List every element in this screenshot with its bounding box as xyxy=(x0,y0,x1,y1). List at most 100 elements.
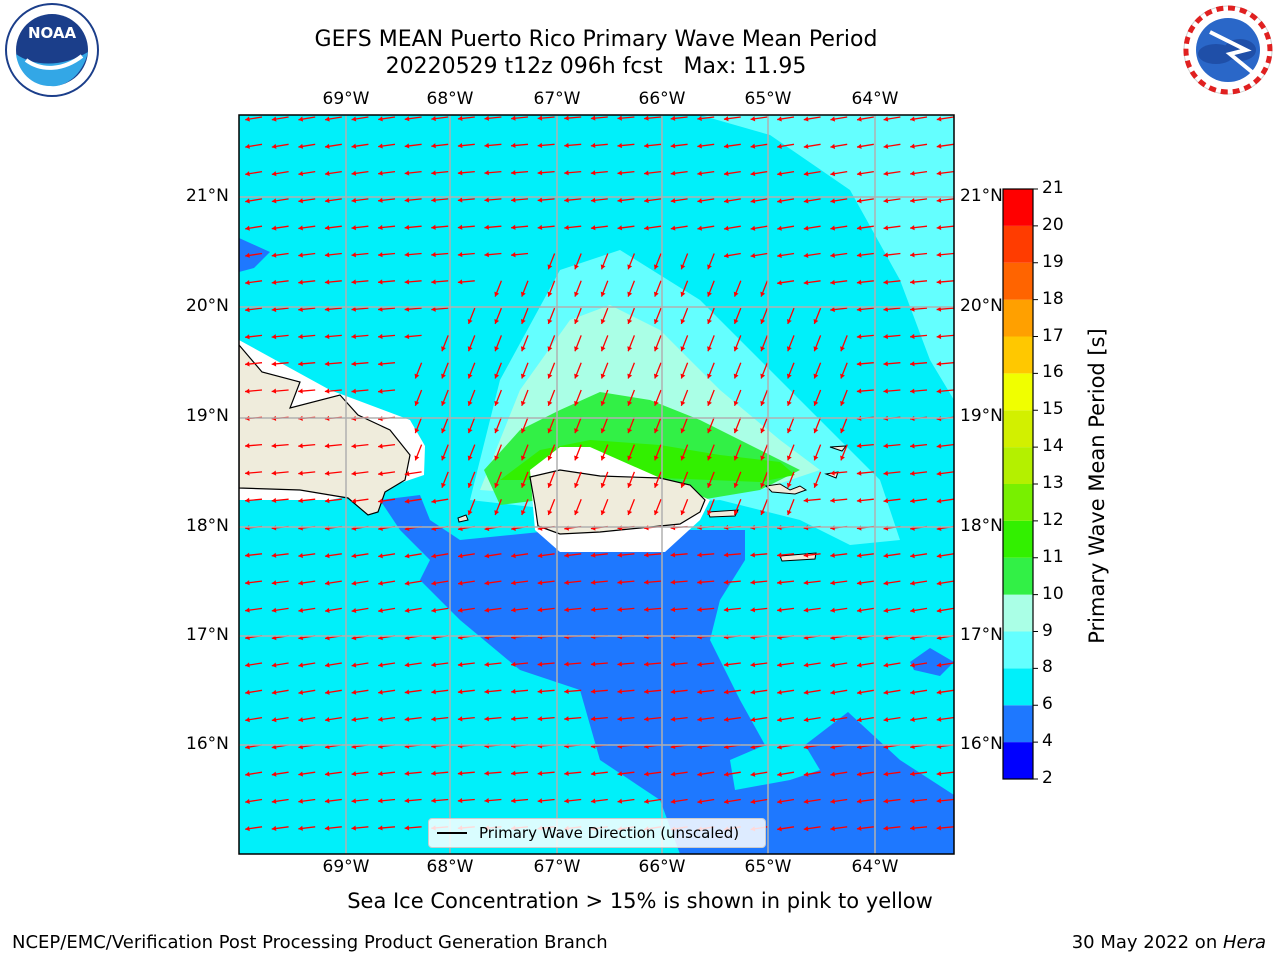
wave-arrow-head xyxy=(351,279,356,285)
wave-arrow-head xyxy=(760,318,766,324)
wave-arrow-head xyxy=(431,197,436,203)
wave-arrow-head xyxy=(697,552,702,558)
wave-arrow-head xyxy=(600,482,606,488)
wave-arrow-head xyxy=(511,197,516,203)
wave-arrow-head xyxy=(803,662,809,668)
wave-arrow-head xyxy=(271,689,277,695)
wave-arrow-head xyxy=(883,388,888,394)
wave-arrow-head xyxy=(547,482,553,488)
period-region-4-6-east xyxy=(910,648,954,676)
wave-arrow-head xyxy=(537,170,543,176)
wave-arrow-head xyxy=(786,400,792,406)
wave-arrow-head xyxy=(520,346,526,352)
colorbar-tick-label: 14 xyxy=(1042,436,1064,457)
wave-arrow-head xyxy=(777,225,782,231)
wave-arrow-head xyxy=(707,510,712,516)
wave-arrow-head xyxy=(733,428,739,434)
wave-arrow-head xyxy=(537,224,543,231)
wave-arrow-head xyxy=(564,552,569,558)
wave-arrow-head xyxy=(431,798,436,804)
wave-arrow-head xyxy=(298,116,304,122)
wave-arrow-head xyxy=(378,388,383,394)
colorbar-tick-label: 17 xyxy=(1042,325,1064,346)
footer-producer: NCEP/EMC/Verification Post Processing Pr… xyxy=(12,932,608,953)
wave-arrow-head xyxy=(404,498,410,504)
wave-arrow-head xyxy=(590,142,596,149)
wave-arrow-head xyxy=(325,662,330,668)
wave-arrow-head xyxy=(431,170,436,176)
wave-arrow-head xyxy=(733,346,739,352)
wave-arrow-head xyxy=(484,115,490,121)
wave-arrow-head xyxy=(537,607,543,613)
wave-arrow-head xyxy=(723,143,729,149)
wave-arrow-head xyxy=(856,498,862,504)
wave-arrow-head xyxy=(351,143,357,149)
wave-arrow-head xyxy=(856,279,862,285)
wave-arrow-head xyxy=(271,443,277,449)
wave-arrow-head xyxy=(351,170,357,176)
wave-arrow-head xyxy=(298,443,303,449)
wave-arrow-head xyxy=(760,455,766,461)
colorbar-level-2-4 xyxy=(1003,742,1033,779)
wave-arrow-head xyxy=(777,662,782,668)
wave-arrow-head xyxy=(856,798,862,804)
colorbar-title: Primary Wave Mean Period [s] xyxy=(1085,328,1109,644)
wave-arrow-head xyxy=(271,580,277,586)
wave-arrow-head xyxy=(404,252,410,258)
wave-arrow-head xyxy=(936,279,942,285)
wave-arrow-head xyxy=(723,689,729,695)
wave-arrow-head xyxy=(537,197,543,203)
wave-arrow-head xyxy=(697,225,703,231)
colorbar-level-12-13 xyxy=(1003,484,1033,521)
wave-arrow-head xyxy=(378,498,383,504)
wave-arrow-head xyxy=(786,373,792,379)
wave-arrow-head xyxy=(547,400,553,406)
wave-arrow-head xyxy=(883,498,889,504)
wave-arrow-head xyxy=(697,771,703,777)
wave-arrow-head xyxy=(883,443,888,449)
wave-arrow-head xyxy=(325,143,330,149)
colorbar-tick-label: 19 xyxy=(1042,251,1064,272)
wave-arrow-head xyxy=(883,607,889,613)
wave-arrow-head xyxy=(936,580,942,586)
wave-arrow-head xyxy=(378,279,383,285)
wave-arrow-head xyxy=(564,607,569,613)
wave-arrow-head xyxy=(910,771,915,777)
wave-arrow-head xyxy=(750,717,756,723)
wave-arrow-head xyxy=(856,552,862,559)
wave-arrow-head xyxy=(813,346,819,352)
wave-arrow-head xyxy=(351,798,357,804)
wave-arrow-head xyxy=(936,716,942,722)
wave-arrow-head xyxy=(378,689,383,695)
wave-arrow-head xyxy=(564,225,569,231)
wave-arrow-head xyxy=(414,455,420,461)
wave-arrow-head xyxy=(857,717,862,723)
wave-arrow-head xyxy=(840,400,845,406)
wave-arrow-head xyxy=(537,115,543,121)
wave-arrow-head xyxy=(351,771,357,777)
wave-arrow-head xyxy=(457,607,463,613)
wave-arrow-head xyxy=(856,198,862,204)
wave-arrow-head xyxy=(936,553,942,559)
wave-arrow-head xyxy=(324,498,330,504)
wave-arrow-head xyxy=(830,225,836,231)
wave-arrow-head xyxy=(653,291,659,297)
wave-arrow-head xyxy=(750,171,756,177)
wave-arrow-head xyxy=(627,346,633,352)
wave-arrow-head xyxy=(830,143,836,149)
wave-arrow-head xyxy=(617,115,622,121)
wave-arrow-head xyxy=(351,333,356,340)
lon-label-top-69w: 69°W xyxy=(322,89,370,109)
wave-arrow-head xyxy=(494,373,500,379)
wave-arrow-head xyxy=(564,115,569,121)
wave-arrow-head xyxy=(378,716,383,722)
wave-arrow-head xyxy=(484,252,489,258)
wave-arrow-head xyxy=(707,318,712,324)
wave-arrow-head xyxy=(511,770,516,776)
wave-arrow-head xyxy=(644,716,649,722)
wave-arrow-head xyxy=(910,498,915,504)
wave-arrow-head xyxy=(351,825,357,831)
wave-arrow-head xyxy=(324,306,330,312)
wave-arrow-head xyxy=(777,171,782,177)
wave-arrow-head xyxy=(484,170,489,176)
